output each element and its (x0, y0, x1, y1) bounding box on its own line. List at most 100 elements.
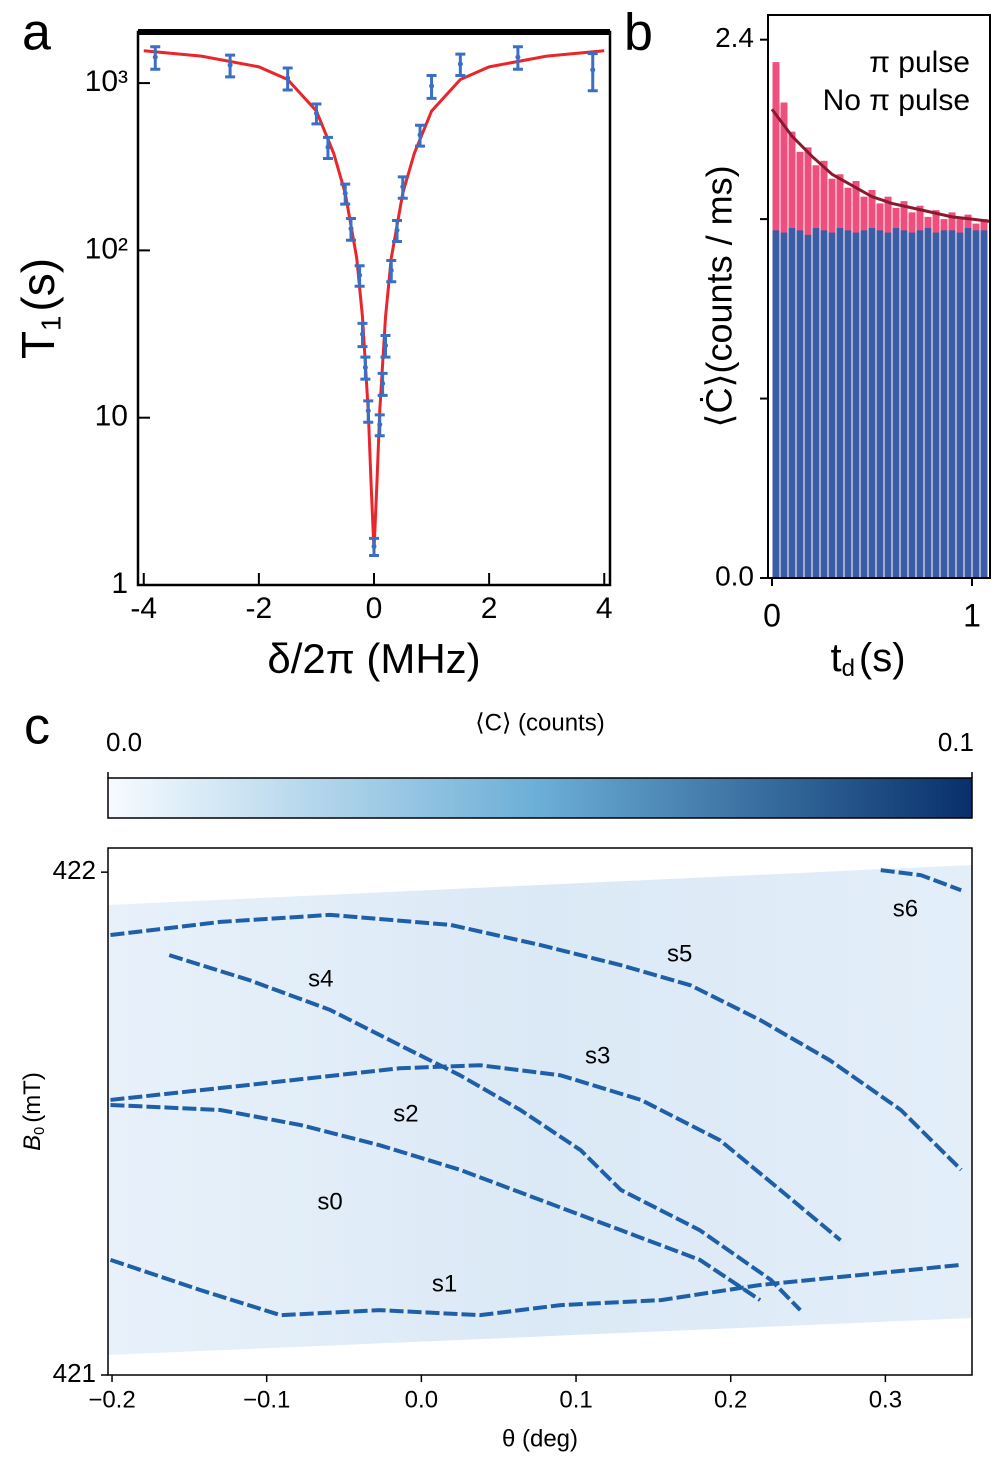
x-tick-label: 1 (963, 597, 981, 633)
bar (804, 234, 812, 579)
data-point (342, 190, 348, 196)
y-tick-label: 1 (111, 567, 128, 600)
trace (168, 953, 802, 1312)
bar (956, 232, 964, 578)
bar (780, 232, 788, 578)
data-point (357, 272, 363, 278)
data-point (417, 132, 423, 138)
axis-label-unit: (s) (859, 636, 906, 680)
bar (812, 228, 820, 578)
bar (972, 230, 980, 578)
axis-label-main: T (12, 331, 64, 359)
y-tick-label: 10² (85, 232, 128, 265)
y-tick-label: 2.4 (715, 22, 754, 53)
axis-label-sub: 0 (32, 1127, 48, 1135)
x-tick-label: 0 (763, 597, 781, 633)
axis-label: T1 (s) (12, 258, 67, 359)
bar (948, 230, 956, 578)
annotation: s0 (317, 1188, 342, 1215)
bar (860, 230, 868, 578)
bar (924, 228, 932, 578)
bar (964, 228, 972, 578)
y-tick-label: 10³ (85, 65, 128, 98)
bar (852, 232, 860, 578)
x-tick-label: 0.2 (714, 1386, 747, 1413)
bar (892, 228, 900, 578)
data-point (388, 267, 394, 273)
fit-curve (143, 49, 605, 551)
bar (940, 230, 948, 578)
axis-label-unit: (s) (12, 258, 64, 312)
x-tick-label: −0.2 (88, 1386, 135, 1413)
trace (110, 1063, 842, 1242)
data-point (362, 364, 368, 370)
trace (110, 1102, 762, 1302)
x-tick-label: -2 (246, 592, 273, 625)
panel-label: c (24, 698, 50, 756)
annotation: s5 (667, 940, 692, 967)
bar (876, 230, 884, 578)
axis-label-main: t (830, 636, 841, 680)
x-tick-label: −0.1 (243, 1386, 290, 1413)
annotation: s2 (393, 1100, 418, 1127)
y-tick-label: 0.0 (715, 560, 754, 591)
bar (836, 228, 844, 578)
trace (110, 912, 963, 1172)
data-point (400, 184, 406, 190)
legend-entry: No π pulse (823, 84, 970, 117)
x-axis-label: θ (deg) (502, 1425, 578, 1452)
y-tick-label: 422 (53, 855, 96, 885)
bar (916, 230, 924, 578)
data-point (383, 343, 389, 349)
x-tick-label: -4 (130, 592, 157, 625)
data-point (325, 144, 331, 150)
data-point (313, 110, 319, 116)
data-point (365, 408, 371, 414)
data-point (380, 381, 386, 387)
axis-label-sub: 1 (36, 316, 67, 331)
annotation: s6 (893, 896, 918, 923)
x-axis-label: δ/2π (MHz) (267, 635, 480, 682)
axis-label: B0 (mT) (19, 1072, 47, 1151)
x-tick-label: 2 (481, 592, 498, 625)
bar (868, 228, 876, 578)
bar (900, 230, 908, 578)
legend-entry: π pulse (869, 46, 970, 79)
bar (932, 232, 940, 578)
data-point (429, 83, 435, 89)
heatmap-region (108, 865, 972, 1355)
data-point (590, 67, 596, 73)
fit-curve (770, 108, 991, 223)
y-axis-label: ⟨Ċ⟩(counts / ms) (699, 165, 740, 427)
trace (880, 868, 962, 893)
bar (788, 228, 796, 578)
x-tick-label: 0.1 (559, 1386, 592, 1413)
colorbar-label: ⟨C⟩ (counts) (475, 709, 604, 736)
trace (109, 1257, 962, 1318)
colorbar (107, 777, 973, 819)
annotation: s1 (432, 1270, 457, 1297)
panel-c-band (108, 865, 972, 1355)
bar (772, 230, 780, 578)
bar (884, 232, 892, 578)
axes-frame (136, 30, 612, 587)
data-point (285, 75, 291, 81)
panel-label: a (22, 4, 51, 62)
y-tick-label: 10 (95, 400, 128, 433)
data-point (394, 227, 400, 233)
annotation: s4 (308, 966, 333, 993)
data-point (515, 54, 521, 60)
colorbar-tick-label: 0.0 (106, 727, 142, 757)
x-tick-label: 0 (366, 592, 383, 625)
axis-label-main: B (19, 1135, 46, 1151)
colorbar-tick-label: 0.1 (938, 727, 974, 757)
bar (796, 230, 804, 578)
data-point (371, 543, 377, 549)
data-point (348, 226, 354, 232)
data-point (377, 422, 383, 428)
data-point (359, 331, 365, 337)
axis-label-unit: (mT) (19, 1072, 46, 1123)
data-point (457, 61, 463, 67)
